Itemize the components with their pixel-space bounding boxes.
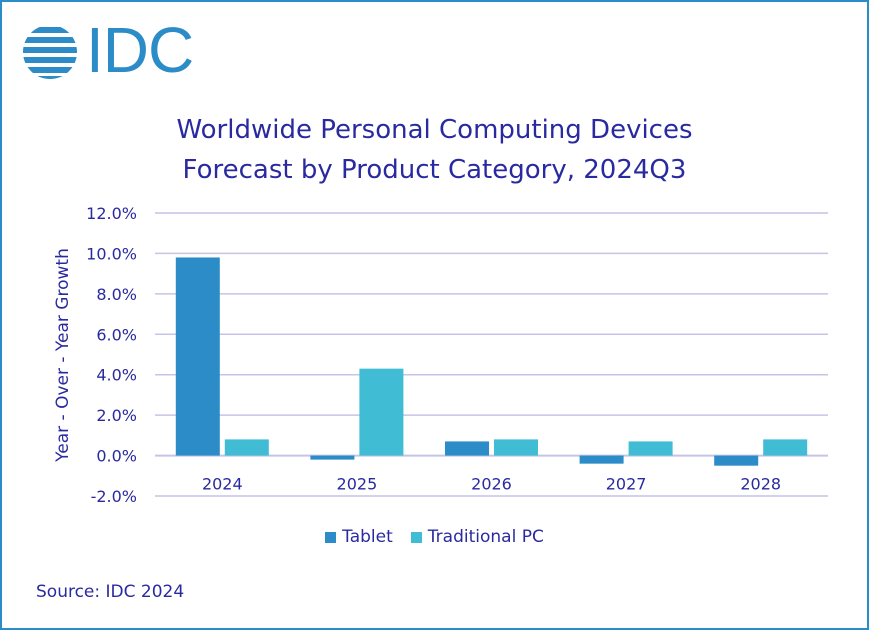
y-tick-label: -2.0% bbox=[91, 487, 137, 506]
legend-label: Traditional PC bbox=[427, 527, 544, 547]
bar-tablet bbox=[579, 455, 624, 464]
y-tick-label: 10.0% bbox=[86, 244, 137, 263]
y-tick-label: 12.0% bbox=[86, 204, 137, 223]
source-note: Source: IDC 2024 bbox=[36, 582, 185, 602]
y-tick-label: 0.0% bbox=[96, 447, 137, 466]
legend-swatch bbox=[325, 531, 337, 543]
idc-logo bbox=[20, 24, 86, 84]
legend-label: Tablet bbox=[342, 527, 393, 547]
y-tick-label: 8.0% bbox=[96, 285, 137, 304]
legend-item-tablet: Tablet bbox=[325, 527, 393, 547]
legend-swatch bbox=[410, 531, 422, 543]
bar-traditional-pc bbox=[224, 439, 269, 456]
x-tick-label: 2028 bbox=[740, 475, 781, 494]
chart-title-line: Forecast by Product Category, 2024Q3 bbox=[182, 155, 687, 185]
bar-tablet bbox=[714, 455, 759, 466]
bar-tablet bbox=[445, 441, 489, 456]
bar-traditional-pc bbox=[763, 439, 808, 456]
x-tick-label: 2027 bbox=[606, 475, 647, 494]
chart-title: Worldwide Personal Computing Devices For… bbox=[0, 110, 869, 190]
chart-title-line: Worldwide Personal Computing Devices bbox=[176, 115, 693, 145]
bar-tablet bbox=[175, 257, 220, 456]
y-tick-label: 2.0% bbox=[96, 406, 137, 425]
x-tick-label: 2026 bbox=[471, 475, 512, 494]
y-tick-label: 4.0% bbox=[96, 366, 137, 385]
y-tick-label: 6.0% bbox=[96, 325, 137, 344]
bar-traditional-pc bbox=[494, 439, 538, 456]
logo-text: IDC bbox=[86, 14, 194, 86]
x-tick-label: 2025 bbox=[337, 475, 378, 494]
bar-tablet bbox=[310, 455, 355, 460]
logo-globe-icon bbox=[23, 27, 77, 79]
bar-traditional-pc bbox=[628, 441, 673, 456]
bar-traditional-pc bbox=[359, 368, 404, 456]
x-tick-label: 2024 bbox=[202, 475, 243, 494]
legend: Tablet Traditional PC bbox=[0, 527, 869, 547]
legend-item-traditional-pc: Traditional PC bbox=[410, 527, 544, 547]
